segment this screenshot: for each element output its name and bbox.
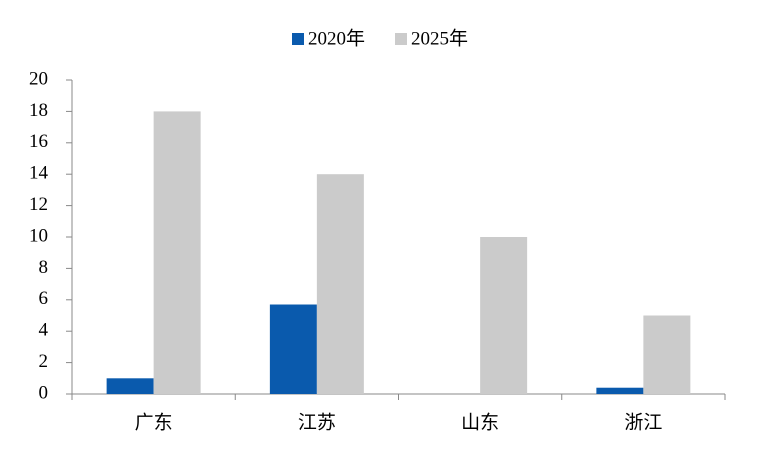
- bar: [596, 387, 644, 394]
- y-tick-label: 8: [39, 257, 49, 278]
- bar: [316, 174, 364, 394]
- x-tick-label: 广东: [135, 411, 173, 433]
- y-tick-label: 16: [29, 131, 48, 152]
- x-tick-label: 浙江: [624, 411, 662, 433]
- bar: [269, 304, 317, 394]
- legend-swatch: [395, 33, 407, 45]
- x-tick-label: 山东: [461, 411, 499, 433]
- bar: [643, 315, 691, 394]
- bar: [153, 111, 201, 395]
- y-tick-label: 18: [29, 100, 48, 121]
- y-tick-label: 20: [29, 68, 48, 89]
- y-tick-label: 2: [39, 351, 49, 372]
- y-tick-label: 4: [39, 320, 49, 341]
- bar: [480, 237, 528, 394]
- legend-label: 2020年: [308, 27, 365, 49]
- y-tick-label: 12: [29, 194, 48, 215]
- legend-label: 2025年: [411, 27, 468, 49]
- legend-swatch: [292, 33, 304, 45]
- y-tick-label: 10: [29, 225, 48, 246]
- y-tick-label: 14: [29, 163, 49, 184]
- y-tick-label: 6: [39, 288, 49, 309]
- bar: [106, 378, 154, 394]
- x-tick-label: 江苏: [298, 411, 336, 433]
- y-tick-label: 0: [39, 382, 49, 403]
